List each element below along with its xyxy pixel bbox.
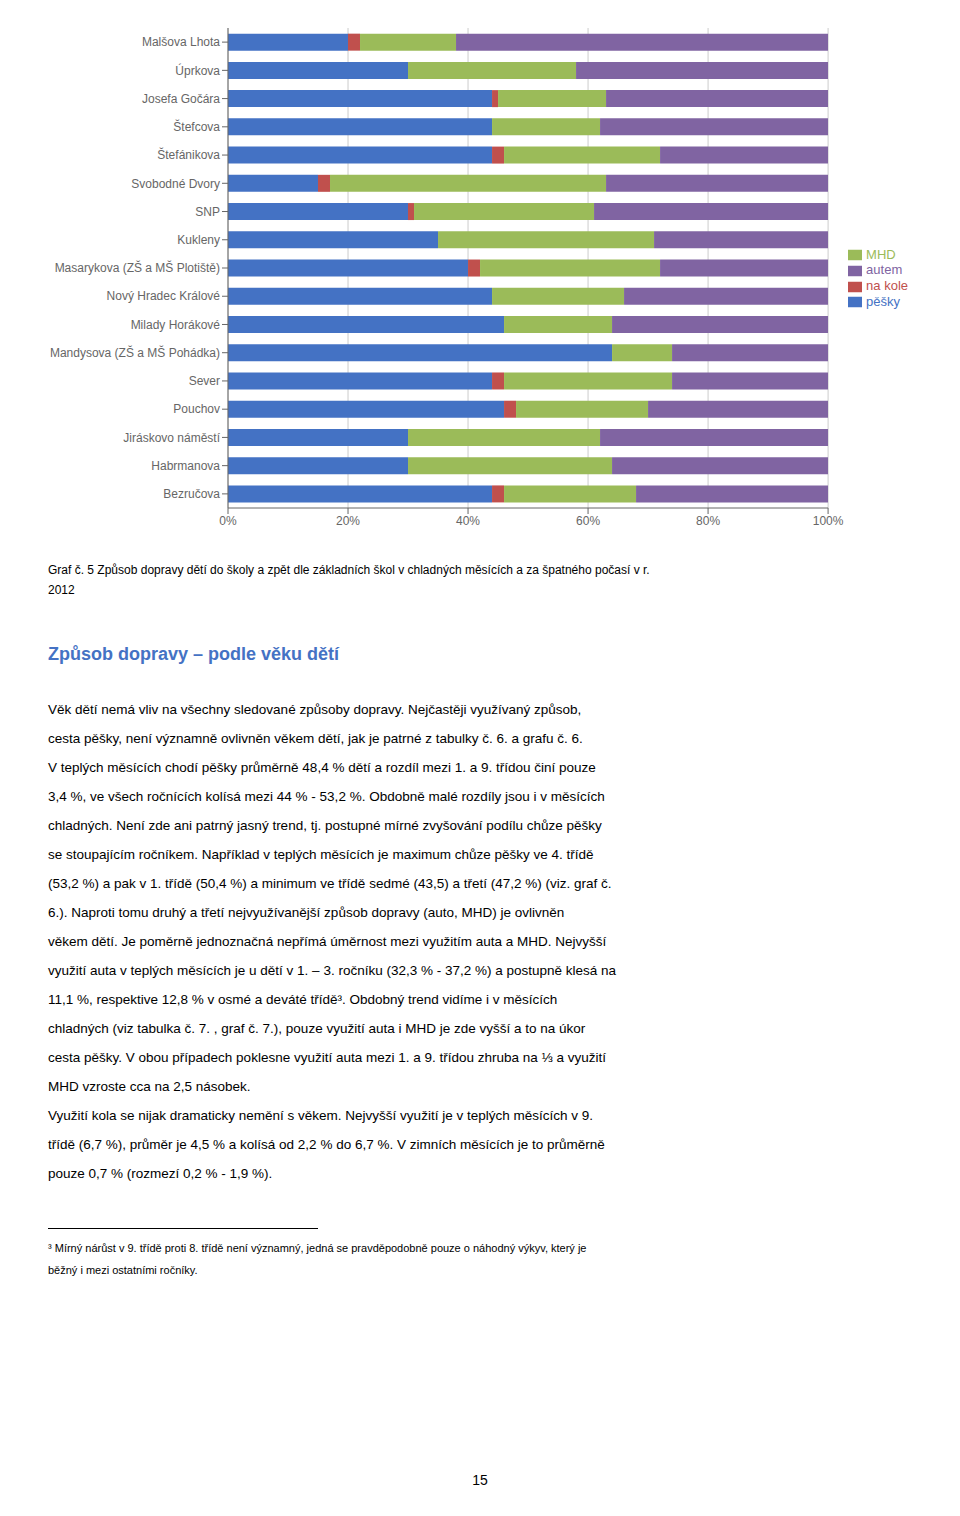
svg-text:40%: 40% <box>456 514 480 528</box>
svg-text:Masarykova (ZŠ a MŠ Plotiště): Masarykova (ZŠ a MŠ Plotiště) <box>55 260 220 275</box>
html-text:15: 15 <box>472 1472 488 1488</box>
html-text:chladných (viz tabulka č. 7. ,: chladných (viz tabulka č. 7. , graf č. 7… <box>48 1021 586 1036</box>
html-text:(53,2 %) a pak v 1. třídě (50,: (53,2 %) a pak v 1. třídě (50,4 %) a min… <box>48 876 612 891</box>
html-text:chladných. Není zde ani patrný: chladných. Není zde ani patrný jasný tre… <box>48 818 602 833</box>
html-text:V teplých měsících chodí pěšky: V teplých měsících chodí pěšky průměrně … <box>48 760 596 775</box>
html-text:MHD vzroste cca na 2,5 násobek: MHD vzroste cca na 2,5 násobek. <box>48 1079 251 1094</box>
html-text:Věk dětí nemá vliv na všechny: Věk dětí nemá vliv na všechny sledované … <box>48 702 582 717</box>
html-text:pouze 0,7 % (rozmezí 0,2 % - 1: pouze 0,7 % (rozmezí 0,2 % - 1,9 %). <box>48 1166 273 1181</box>
html-text:Graf č. 5 Způsob dopravy dětí: Graf č. 5 Způsob dopravy dětí do školy a… <box>48 563 650 597</box>
svg-text:Milady Horákové: Milady Horákové <box>131 318 221 332</box>
html-text:Využití kola se nijak dramatic: Využití kola se nijak dramaticky nemění … <box>48 1108 593 1123</box>
svg-text:Josefa Gočára: Josefa Gočára <box>142 92 220 106</box>
svg-text:Svobodné Dvory: Svobodné Dvory <box>131 177 220 191</box>
svg-text:Nový Hradec Králové: Nový Hradec Králové <box>107 289 221 303</box>
svg-text:Štefcova: Štefcova <box>173 119 220 134</box>
html-text:3,4 %, ve všech ročnících kolí: 3,4 %, ve všech ročnících kolísá mezi 44… <box>48 789 605 804</box>
svg-text:Úprkova: Úprkova <box>175 63 220 78</box>
svg-text:Mandysova (ZŠ a MŠ Pohádka): Mandysova (ZŠ a MŠ Pohádka) <box>50 345 220 360</box>
svg-text:Štefánikova: Štefánikova <box>157 147 220 162</box>
svg-text:20%: 20% <box>336 514 360 528</box>
html-text:běžný i mezi ostatními ročníky: běžný i mezi ostatními ročníky. <box>48 1264 198 1276</box>
html-text:11,1 %, respektive 12,8 % v os: 11,1 %, respektive 12,8 % v osmé a devát… <box>48 992 558 1007</box>
svg-text:Pouchov: Pouchov <box>173 402 220 416</box>
svg-text:Jiráskovo náměstí: Jiráskovo náměstí <box>123 431 220 445</box>
html-text:autem: autem <box>866 262 903 278</box>
svg-text:Malšova Lhota: Malšova Lhota <box>142 35 220 49</box>
html-text:se stoupajícím ročníkem. Napří: se stoupajícím ročníkem. Například v tep… <box>48 847 594 862</box>
html-text:6.). Naproti tomu druhý a třet: 6.). Naproti tomu druhý a třetí nejvyuží… <box>48 905 565 920</box>
html-text:využití auta v teplých měsícíc: využití auta v teplých měsících je u dět… <box>48 963 617 978</box>
svg-text:Kukleny: Kukleny <box>177 233 220 247</box>
html-text:pěšky: pěšky <box>866 293 900 309</box>
html-text:cesta pěšky, není významně ovl: cesta pěšky, není významně ovlivněn věke… <box>48 731 583 746</box>
svg-text:60%: 60% <box>576 514 600 528</box>
svg-text:SNP: SNP <box>195 205 220 219</box>
svg-text:Bezručova: Bezručova <box>163 487 220 501</box>
svg-text:Sever: Sever <box>189 374 220 388</box>
html-text:na kole: na kole <box>866 278 908 293</box>
html-text:Způsob dopravy – podle věku dě: Způsob dopravy – podle věku dětí <box>48 644 340 664</box>
html-text:třídě (6,7 %), průměr je 4,5 %: třídě (6,7 %), průměr je 4,5 % a kolísá … <box>48 1137 605 1152</box>
svg-text:0%: 0% <box>219 514 237 528</box>
svg-text:Habrmanova: Habrmanova <box>151 459 220 473</box>
html-text:věkem dětí. Je poměrně jednozn: věkem dětí. Je poměrně jednoznačná nepří… <box>48 934 607 949</box>
html-text:cesta pěšky. V obou případech: cesta pěšky. V obou případech poklesne v… <box>48 1050 607 1065</box>
svg-text:80%: 80% <box>696 514 720 528</box>
html-text:MHD: MHD <box>866 246 896 262</box>
svg-text:100%: 100% <box>813 514 844 528</box>
html-text:³ Mírný nárůst v 9. třídě prot: ³ Mírný nárůst v 9. třídě proti 8. třídě… <box>48 1242 587 1254</box>
